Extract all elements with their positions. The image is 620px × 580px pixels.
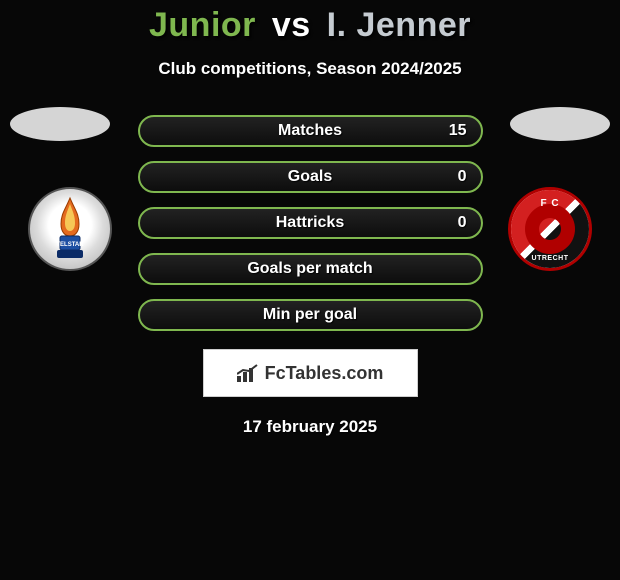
player2-name: I. Jenner [327, 6, 471, 44]
report-date: 17 february 2025 [0, 417, 620, 437]
stat-row-hattricks: Hattricks 0 [138, 207, 483, 239]
stat-row-gpm: Goals per match [138, 253, 483, 285]
site-attribution[interactable]: FcTables.com [203, 349, 418, 397]
stat-right-value: 0 [458, 168, 467, 186]
site-name: FcTables.com [265, 363, 384, 384]
stat-bars: Matches 15 Goals 0 Hattricks 0 Goals per… [138, 115, 483, 331]
stat-row-matches: Matches 15 [138, 115, 483, 147]
stat-label: Hattricks [276, 214, 344, 232]
stat-label: Goals per match [247, 260, 372, 278]
comparison-title: Junior vs I. Jenner [0, 0, 620, 45]
player1-name: Junior [149, 6, 256, 44]
stat-label: Goals [288, 168, 332, 186]
club-badge-right: F C UTRECHT [500, 187, 600, 271]
stat-row-mpg: Min per goal [138, 299, 483, 331]
utrecht-crest-icon: F C UTRECHT [508, 187, 592, 271]
bar-chart-icon [237, 364, 259, 382]
stat-row-goals: Goals 0 [138, 161, 483, 193]
subtitle: Club competitions, Season 2024/2025 [0, 59, 620, 79]
svg-text:TELSTAR: TELSTAR [56, 242, 84, 248]
stat-label: Matches [278, 122, 342, 140]
stat-right-value: 15 [449, 122, 467, 140]
club-badge-left: TELSTAR [20, 187, 120, 271]
stat-right-value: 0 [458, 214, 467, 232]
stat-label: Min per goal [263, 306, 357, 324]
vs-separator: vs [272, 6, 311, 44]
pedestal-right [510, 107, 610, 141]
pedestal-left [10, 107, 110, 141]
telstar-crest-icon: TELSTAR [28, 187, 112, 271]
comparison-arena: TELSTAR F C UTRECHT Matches 15 Goals 0 H… [0, 115, 620, 437]
